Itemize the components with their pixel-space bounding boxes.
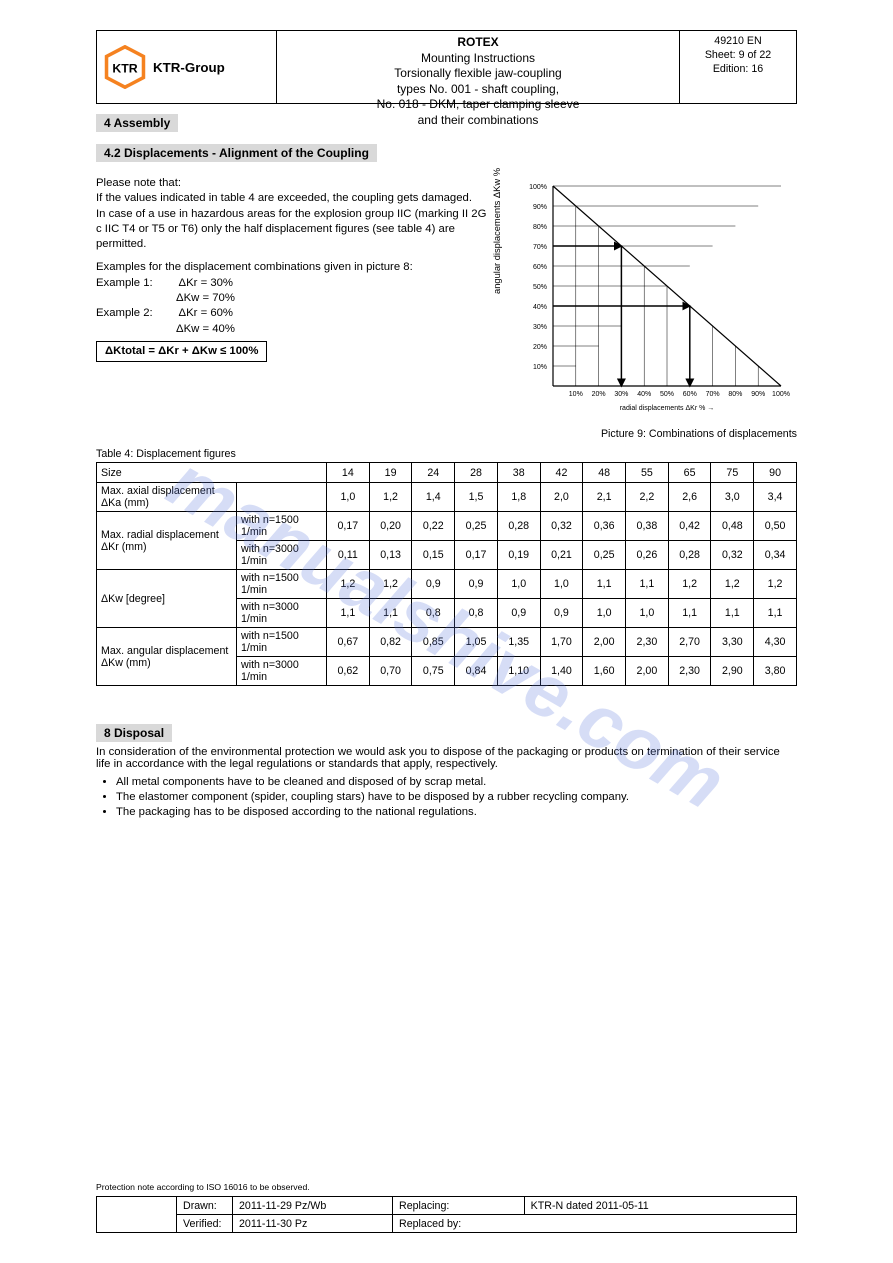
- svg-text:40%: 40%: [533, 304, 547, 311]
- disposal-item: The packaging has to be disposed accordi…: [116, 806, 797, 818]
- para-hazard: In case of a use in hazardous areas for …: [96, 207, 487, 253]
- figure-caption: Picture 9: Combinations of displacements: [507, 428, 797, 440]
- ftr-ver-label: Verified:: [177, 1215, 233, 1233]
- table-4-wrap: Table 4: Displacement figures Size141924…: [96, 448, 797, 686]
- header-logo-cell: KTR KTR-Group: [97, 31, 277, 103]
- doc-subtitle-3: types No. 001 - shaft coupling,: [281, 82, 675, 98]
- svg-text:50%: 50%: [533, 284, 547, 291]
- svg-text:30%: 30%: [614, 391, 628, 398]
- para-damage: If the values indicated in table 4 are e…: [96, 191, 487, 206]
- disposal-intro: In consideration of the environmental pr…: [96, 746, 797, 770]
- doc-subtitle-4: No. 018 - DKM, taper clamping sleeve: [281, 97, 675, 113]
- table-4-caption: Table 4: Displacement figures: [96, 448, 797, 460]
- subsection-4-2-heading: 4.2 Displacements - Alignment of the Cou…: [96, 144, 377, 162]
- svg-text:radial displacements ΔKr %: radial displacements ΔKr % →: [620, 405, 715, 412]
- svg-text:KTR: KTR: [112, 61, 137, 75]
- svg-text:90%: 90%: [533, 204, 547, 211]
- ftr-rep1-label: Replacing:: [393, 1197, 525, 1215]
- doc-title: ROTEX: [281, 35, 675, 51]
- disposal-list: All metal components have to be cleaned …: [116, 776, 797, 818]
- svg-text:10%: 10%: [569, 391, 583, 398]
- ftr-blank: [97, 1197, 177, 1233]
- header-title: ROTEX Mounting Instructions Torsionally …: [277, 31, 680, 103]
- header-bar: KTR KTR-Group ROTEX Mounting Instruction…: [96, 30, 797, 104]
- svg-text:90%: 90%: [751, 391, 765, 398]
- ktr-logo: KTR: [103, 45, 147, 89]
- svg-text:70%: 70%: [533, 244, 547, 251]
- examples-heading: Examples for the displacement combinatio…: [96, 260, 487, 275]
- ex1-b: ΔKw = 70%: [176, 292, 235, 304]
- svg-text:20%: 20%: [592, 391, 606, 398]
- doc-number: 49210 EN: [684, 35, 792, 49]
- header-docinfo: 49210 EN Sheet: 9 of 22 Edition: 16: [680, 31, 796, 103]
- edition-number: Edition: 16: [684, 63, 792, 77]
- protection-note: Protection note according to ISO 16016 t…: [96, 1182, 797, 1192]
- svg-text:60%: 60%: [533, 264, 547, 271]
- ex2-head: Example 2:: [96, 306, 176, 321]
- left-text-column: Please note that: If the values indicate…: [96, 176, 487, 440]
- group-label: KTR-Group: [153, 60, 225, 75]
- formula-box: ΔKtotal = ΔKr + ΔKw ≤ 100%: [96, 341, 267, 362]
- svg-text:70%: 70%: [706, 391, 720, 398]
- doc-subtitle-5: and their combinations: [281, 113, 675, 129]
- footer-table: Drawn: 2011-11-29 Pz/Wb Replacing: KTR-N…: [96, 1196, 797, 1233]
- ftr-ver-val: 2011-11-30 Pz: [233, 1215, 393, 1233]
- svg-text:100%: 100%: [772, 391, 790, 398]
- section-8-heading: 8 Disposal: [96, 724, 172, 742]
- svg-text:50%: 50%: [660, 391, 674, 398]
- displacement-chart: angular displacements ΔKw % 10%10%20%20%…: [507, 176, 797, 426]
- doc-subtitle-2: Torsionally flexible jaw-coupling: [281, 66, 675, 82]
- svg-text:80%: 80%: [728, 391, 742, 398]
- ex1-a: ΔKr = 30%: [179, 277, 233, 289]
- ftr-drawn-val: 2011-11-29 Pz/Wb: [233, 1197, 393, 1215]
- disposal-item: All metal components have to be cleaned …: [116, 776, 797, 788]
- section-4-heading: 4 Assembly: [96, 114, 178, 132]
- chart-column: angular displacements ΔKw % 10%10%20%20%…: [507, 176, 797, 440]
- svg-text:80%: 80%: [533, 224, 547, 231]
- ftr-drawn-label: Drawn:: [177, 1197, 233, 1215]
- svg-text:100%: 100%: [529, 184, 547, 191]
- y-axis-label: angular displacements ΔKw %: [492, 168, 502, 294]
- ex2-b: ΔKw = 40%: [176, 323, 235, 335]
- footer: Protection note according to ISO 16016 t…: [96, 1182, 797, 1233]
- doc-subtitle-1: Mounting Instructions: [281, 51, 675, 67]
- ex1-head: Example 1:: [96, 276, 176, 291]
- ftr-rep2-label: Replaced by:: [393, 1215, 797, 1233]
- svg-text:10%: 10%: [533, 364, 547, 371]
- svg-text:60%: 60%: [683, 391, 697, 398]
- disposal-item: The elastomer component (spider, couplin…: [116, 791, 797, 803]
- svg-text:20%: 20%: [533, 344, 547, 351]
- sheet-number: Sheet: 9 of 22: [684, 49, 792, 63]
- ex2-a: ΔKr = 60%: [179, 307, 233, 319]
- ftr-rep1-val: KTR-N dated 2011-05-11: [524, 1197, 796, 1215]
- svg-text:40%: 40%: [637, 391, 651, 398]
- svg-text:30%: 30%: [533, 324, 547, 331]
- para-note: Please note that:: [96, 176, 487, 191]
- table-4: Size1419242838424855657590Max. axial dis…: [96, 462, 797, 686]
